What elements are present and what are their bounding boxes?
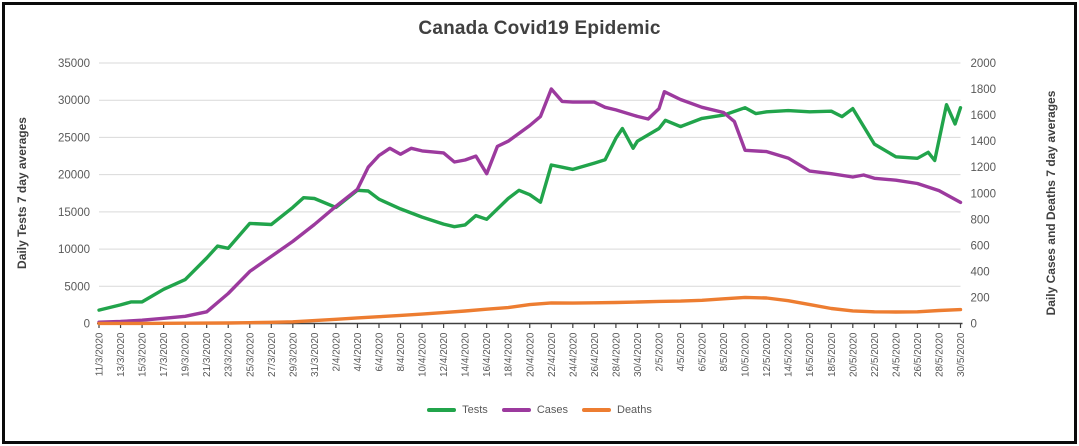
right-axis-tick-label: 1800 bbox=[971, 84, 997, 96]
x-axis-tick-label: 26/4/2020 bbox=[590, 332, 601, 377]
chart-title: Canada Covid19 Epidemic bbox=[418, 18, 661, 39]
x-axis-tick-label: 19/3/2020 bbox=[181, 332, 192, 377]
right-axis-tick-label: 1600 bbox=[971, 110, 997, 122]
x-axis-tick-label: 16/5/2020 bbox=[805, 332, 816, 377]
x-axis-tick-label: 6/5/2020 bbox=[698, 332, 709, 371]
x-axis-tick-label: 27/3/2020 bbox=[267, 332, 278, 377]
x-axis-tick-label: 26/5/2020 bbox=[913, 332, 924, 377]
x-axis-tick-label: 20/5/2020 bbox=[848, 332, 859, 377]
deaths-line-swatch bbox=[582, 408, 611, 412]
legend-label-deaths: Deaths bbox=[617, 404, 652, 416]
x-axis-tick-label: 4/5/2020 bbox=[676, 332, 687, 371]
right-axis-tick-label: 600 bbox=[971, 240, 990, 252]
series-line-cases bbox=[97, 87, 963, 324]
x-axis-tick-label: 16/4/2020 bbox=[482, 332, 493, 377]
legend-item-tests: Tests bbox=[427, 404, 488, 416]
x-axis-tick-label: 12/4/2020 bbox=[439, 332, 450, 377]
x-axis-tick-label: 21/3/2020 bbox=[202, 332, 213, 377]
right-axis-tick-label: 800 bbox=[971, 214, 990, 226]
legend: Tests Cases Deaths bbox=[0, 404, 1079, 416]
x-axis-tick-label: 14/5/2020 bbox=[784, 332, 795, 377]
x-axis-tick-label: 10/4/2020 bbox=[418, 332, 429, 377]
left-axis-tick-label: 0 bbox=[84, 319, 90, 331]
x-axis-tick-label: 4/4/2020 bbox=[353, 332, 364, 371]
legend-label-tests: Tests bbox=[462, 404, 488, 416]
x-axis-tick-label: 10/5/2020 bbox=[741, 332, 752, 377]
x-axis-tick-label: 18/4/2020 bbox=[504, 332, 515, 377]
x-axis-tick-label: 2/4/2020 bbox=[331, 332, 342, 371]
series-line-tests bbox=[97, 102, 963, 312]
right-axis-tick-label: 200 bbox=[971, 292, 990, 304]
x-axis-tick-label: 22/4/2020 bbox=[547, 332, 558, 377]
x-axis-tick-label: 22/5/2020 bbox=[870, 332, 881, 377]
x-axis-tick-label: 6/4/2020 bbox=[374, 332, 385, 371]
x-axis-tick-label: 13/3/2020 bbox=[116, 332, 127, 377]
left-axis-tick-label: 35000 bbox=[58, 58, 90, 70]
x-axis-tick-label: 12/5/2020 bbox=[762, 332, 773, 377]
x-axis-tick-label: 25/3/2020 bbox=[245, 332, 256, 377]
x-axis-tick-label: 2/5/2020 bbox=[654, 332, 665, 371]
x-axis-tick-label: 30/4/2020 bbox=[633, 332, 644, 377]
x-axis-tick-label: 28/5/2020 bbox=[934, 332, 945, 377]
series-line-deaths bbox=[97, 295, 963, 326]
x-axis-tick-label: 11/3/2020 bbox=[95, 332, 106, 376]
x-axis-tick-label: 24/4/2020 bbox=[568, 332, 579, 377]
left-axis-tick-label: 10000 bbox=[58, 244, 90, 256]
legend-item-cases: Cases bbox=[501, 404, 568, 416]
x-axis-tick-label: 8/4/2020 bbox=[396, 332, 407, 371]
x-axis-tick-label: 8/5/2020 bbox=[719, 332, 730, 371]
right-axis-tick-label: 2000 bbox=[971, 58, 997, 70]
x-axis-tick-label: 23/3/2020 bbox=[224, 332, 235, 377]
x-axis-tick-label: 24/5/2020 bbox=[891, 332, 902, 377]
x-axis-tick-label: 17/3/2020 bbox=[159, 332, 170, 377]
legend-label-cases: Cases bbox=[536, 404, 568, 416]
x-axis-tick-label: 18/5/2020 bbox=[827, 332, 838, 377]
left-axis-tick-label: 25000 bbox=[58, 132, 90, 144]
x-axis-tick-label: 20/4/2020 bbox=[525, 332, 536, 377]
x-axis-tick-label: 30/5/2020 bbox=[956, 332, 967, 377]
legend-item-deaths: Deaths bbox=[582, 404, 652, 416]
left-axis-tick-label: 20000 bbox=[58, 170, 90, 182]
right-axis-tick-label: 0 bbox=[971, 319, 977, 331]
x-axis-tick-label: 31/3/2020 bbox=[310, 332, 321, 377]
x-axis-tick-label: 15/3/2020 bbox=[138, 332, 149, 377]
x-axis-tick-label: 14/4/2020 bbox=[461, 332, 472, 377]
left-axis-tick-label: 5000 bbox=[64, 281, 90, 293]
right-axis-tick-label: 400 bbox=[971, 266, 990, 278]
right-axis-tick-label: 1200 bbox=[971, 162, 997, 174]
right-axis-tick-label: 1400 bbox=[971, 136, 997, 148]
x-axis-tick-label: 29/3/2020 bbox=[288, 332, 299, 377]
cases-line-swatch bbox=[501, 408, 531, 412]
left-axis-tick-label: 30000 bbox=[58, 95, 90, 107]
tests-line-swatch bbox=[427, 408, 457, 412]
right-axis-tick-label: 1000 bbox=[971, 188, 997, 200]
x-axis-tick-label: 28/4/2020 bbox=[611, 332, 622, 377]
left-axis-tick-label: 15000 bbox=[58, 207, 90, 219]
